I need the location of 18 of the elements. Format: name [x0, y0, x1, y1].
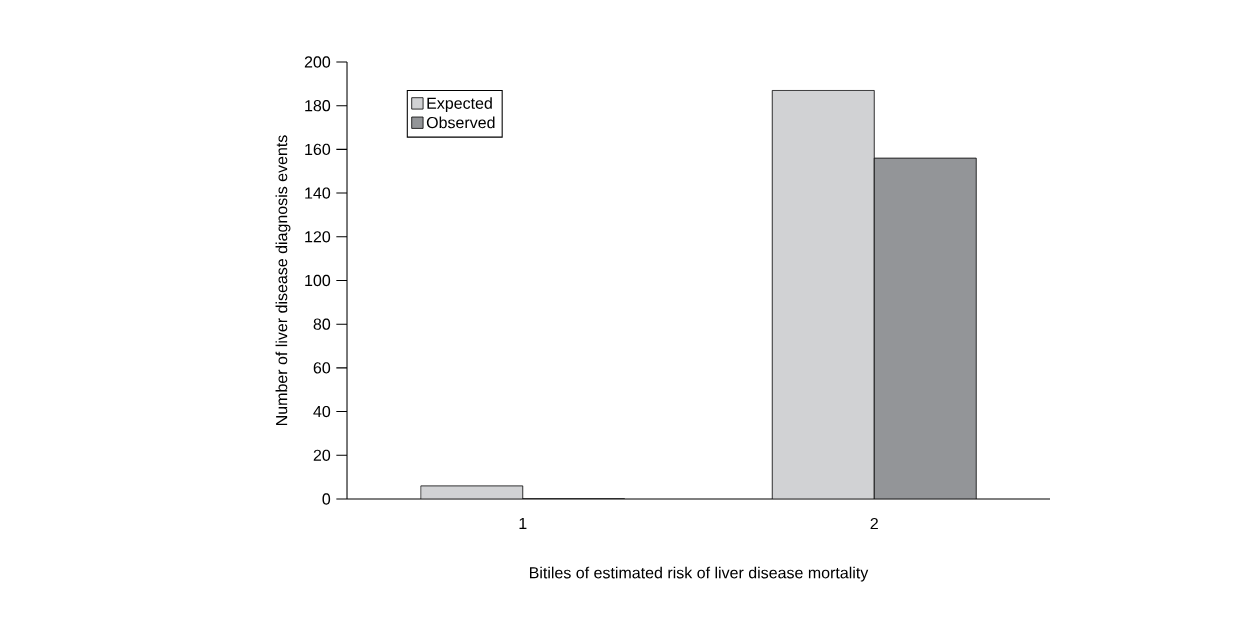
- y-tick-label: 160: [305, 143, 331, 156]
- bar: [873, 157, 977, 499]
- y-tick-label: 100: [305, 274, 331, 287]
- y-tick-label: 20: [313, 449, 331, 461]
- y-tick-label: 40: [313, 405, 331, 418]
- y-tick-label: 200: [304, 56, 331, 68]
- x-tick-label: 1: [519, 517, 527, 529]
- y-tick-label: 140: [305, 187, 331, 199]
- x-tick-label: 2: [870, 517, 878, 530]
- legend-label: Observed: [426, 116, 495, 129]
- x-axis-title: Bitiles of estimated risk of liver disease mortality: [529, 566, 869, 582]
- y-tick-label: 80: [313, 318, 331, 330]
- y-axis-title: Number of liver disease diagnosis events: [275, 135, 291, 426]
- y-tick-label: 60: [313, 362, 331, 374]
- y-tick-label: 120: [305, 231, 331, 243]
- legend-label: Expected: [427, 97, 492, 113]
- y-tick-label: 180: [305, 100, 331, 112]
- y-tick-label: 0: [322, 493, 331, 505]
